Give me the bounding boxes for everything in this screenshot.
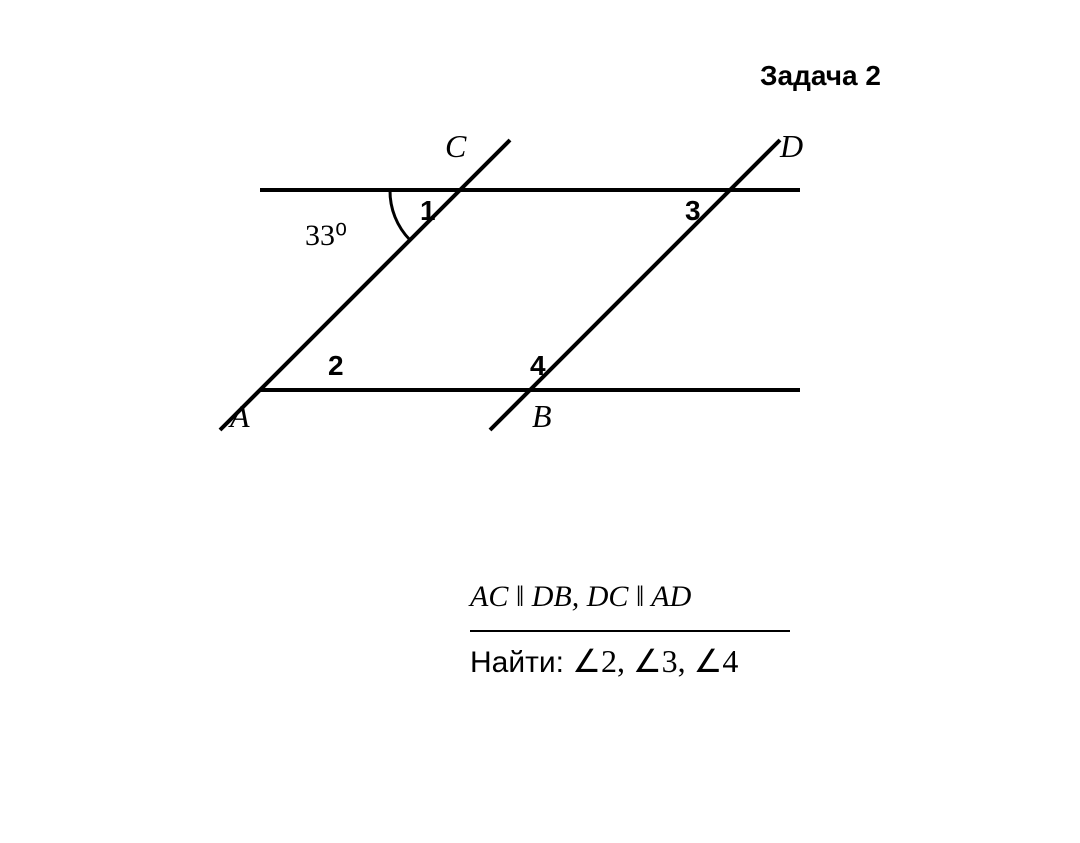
geometry-diagram: [180, 130, 880, 530]
angle-4: 4: [530, 350, 546, 382]
vertex-a: A: [230, 398, 250, 435]
vertex-b: B: [532, 398, 552, 435]
problem-statement: AC ‖ DB, DC ‖ AD Найти: ∠2, ∠3, ∠4: [470, 580, 790, 680]
vertex-d: D: [780, 128, 803, 165]
angle-2: 2: [328, 350, 344, 382]
angle-1: 1: [420, 195, 436, 227]
vertex-c: C: [445, 128, 466, 165]
angle-3: 3: [685, 195, 701, 227]
given-condition: AC ‖ DB, DC ‖ AD: [470, 580, 790, 624]
given-angle-33: 33⁰: [305, 218, 347, 253]
find-label: Найти:: [470, 646, 564, 679]
divider: [470, 630, 790, 632]
find-line: Найти: ∠2, ∠3, ∠4: [470, 642, 790, 680]
find-angles: ∠2, ∠3, ∠4: [572, 643, 738, 679]
problem-title: Задача 2: [760, 60, 881, 92]
